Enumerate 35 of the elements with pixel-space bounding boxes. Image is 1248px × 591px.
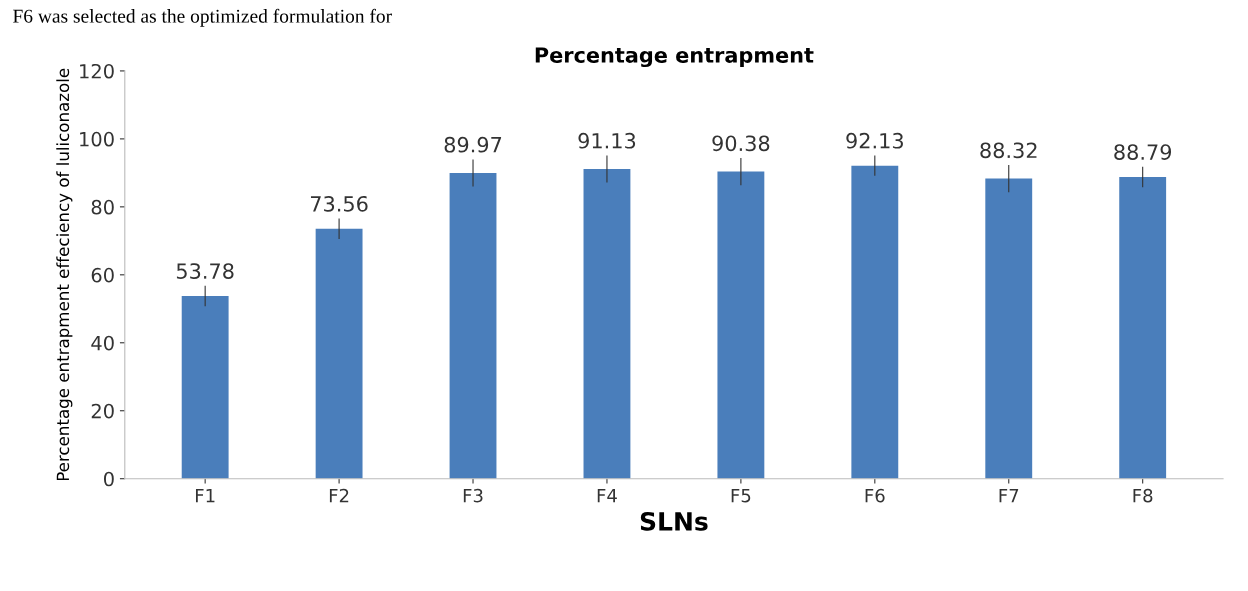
y-tick-label: 120 [80,63,114,79]
y-tick-label: 20 [91,403,114,419]
data-label: 89.97 [444,136,502,153]
bar [717,171,765,479]
chart-title: Percentage entrapment [535,47,814,68]
data-label: 91.13 [578,132,636,149]
bar [181,295,229,479]
x-tick-label: F2 [329,488,349,503]
data-label: 88.79 [1114,144,1172,160]
x-tick-label: F3 [463,488,483,503]
data-label: 53.78 [176,263,234,279]
data-label: 88.32 [980,142,1037,159]
x-tick-label: F1 [195,488,215,503]
bar [315,228,363,479]
y-tick-label: 100 [80,131,114,147]
x-tick-label: F4 [597,488,617,503]
x-tick-label: F6 [865,488,885,503]
bar [1119,176,1167,479]
y-axis-title: Percentage entrapment effeciency of luliconazole [56,68,73,481]
bar [449,172,497,479]
y-tick-label: 0 [103,471,114,487]
y-tick-label: 80 [91,199,114,215]
y-tick-label: 40 [91,335,114,351]
data-label: 92.13 [846,132,903,149]
bar [851,165,899,479]
x-tick-label: F5 [731,488,751,503]
x-tick-label: F7 [999,488,1019,503]
data-label: 73.56 [310,195,368,212]
bar [583,169,631,479]
data-label: 90.38 [712,135,770,152]
bar [985,178,1033,479]
y-tick-label: 60 [91,267,114,283]
x-axis-title: SLNs [640,511,708,531]
x-tick-label: F8 [1133,488,1153,503]
text: F6 was selected as the optimized formulation for [13,8,392,27]
